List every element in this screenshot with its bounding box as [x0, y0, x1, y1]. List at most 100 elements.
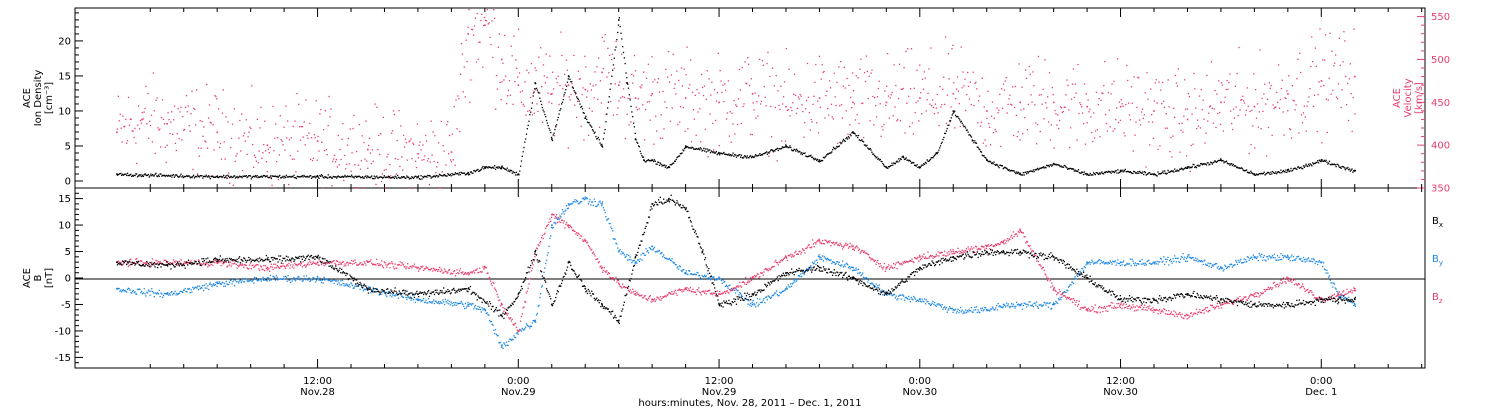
ion-density-point — [134, 174, 136, 177]
ion-density-point — [1042, 166, 1045, 168]
velocity-point — [857, 77, 859, 79]
by-point — [339, 284, 341, 286]
velocity-point — [968, 98, 971, 100]
bz-point — [122, 263, 124, 265]
ion-density-point — [254, 175, 257, 177]
bz-point — [163, 259, 165, 261]
by-point — [184, 287, 186, 290]
velocity-point — [374, 103, 376, 105]
ion-density-point — [877, 158, 879, 160]
by-point — [349, 286, 351, 288]
ion-density-point — [1300, 166, 1302, 168]
bz-point — [276, 265, 278, 267]
ion-density-point — [463, 172, 465, 174]
bz-point — [226, 266, 228, 268]
by-point — [1036, 301, 1038, 303]
by-point — [1343, 297, 1345, 300]
ion-density-point — [586, 118, 588, 121]
ion-density-point — [127, 174, 129, 177]
velocity-point — [1214, 89, 1216, 92]
velocity-point — [506, 95, 509, 97]
velocity-point — [558, 103, 560, 106]
ion-density-point — [394, 175, 396, 177]
velocity-point — [849, 124, 851, 126]
ion-density-point — [1106, 171, 1108, 173]
ion-density-point — [611, 69, 614, 71]
by-point — [1198, 259, 1200, 261]
by-point — [907, 298, 909, 300]
velocity-point — [741, 66, 743, 69]
bz-point — [262, 269, 264, 271]
bz-point — [134, 262, 136, 264]
velocity-point — [1211, 107, 1214, 110]
velocity-point — [295, 171, 297, 173]
velocity-point — [1129, 119, 1132, 121]
by-point — [1017, 303, 1019, 305]
ion-density-point — [1159, 172, 1161, 175]
ion-density-point — [762, 153, 764, 155]
velocity-point — [1353, 28, 1355, 30]
ion-density-point — [675, 158, 677, 161]
by-point — [1167, 256, 1169, 258]
velocity-point — [1193, 72, 1195, 75]
velocity-point — [605, 113, 607, 116]
velocity-point — [1152, 137, 1155, 139]
by-point — [1299, 258, 1301, 261]
ion-density-point — [1200, 163, 1202, 165]
ion-density-point — [1326, 161, 1328, 163]
ion-density-point — [120, 172, 122, 175]
velocity-point — [574, 104, 576, 106]
velocity-point — [926, 99, 928, 101]
ion-density-point — [601, 143, 603, 146]
by-point — [506, 344, 508, 346]
ion-density-point — [1352, 171, 1354, 173]
ion-density-point — [564, 92, 566, 94]
bz-point — [213, 262, 216, 264]
by-point — [435, 300, 437, 303]
ion-density-anchor — [1153, 173, 1155, 175]
velocity-point — [333, 158, 335, 160]
velocity-point — [467, 26, 469, 28]
bz-point — [350, 262, 352, 265]
bz-point — [156, 262, 159, 264]
bz-point — [143, 262, 145, 264]
ion-density-point — [168, 175, 170, 177]
ion-density-point — [260, 175, 262, 177]
velocity-point — [209, 121, 212, 123]
velocity-point — [1179, 151, 1181, 153]
velocity-point — [225, 116, 227, 118]
bz-point — [259, 269, 261, 272]
velocity-point — [575, 93, 577, 95]
velocity-point — [701, 73, 703, 76]
velocity-point — [1254, 147, 1256, 149]
velocity-point — [290, 137, 293, 139]
ion-density-point — [167, 174, 170, 176]
bz-point — [324, 262, 326, 264]
ion-density-point — [1074, 169, 1076, 171]
ion-density-point — [756, 155, 758, 157]
by-point — [295, 277, 298, 280]
velocity-point — [864, 80, 867, 83]
bz-point — [287, 265, 289, 267]
by-point — [1266, 256, 1268, 258]
ion-density-point — [366, 177, 368, 179]
ion-density-point — [222, 176, 224, 178]
velocity-point — [901, 88, 903, 90]
velocity-point — [1326, 131, 1329, 134]
ion-density-point — [258, 176, 260, 178]
ion-density-point — [469, 171, 472, 173]
velocity-point — [755, 117, 757, 119]
velocity-point — [1001, 107, 1004, 110]
velocity-point — [1280, 87, 1283, 90]
velocity-point — [319, 113, 321, 115]
ion-density-point — [280, 177, 283, 179]
by-point — [1209, 262, 1211, 265]
velocity-point — [202, 135, 204, 137]
velocity-point — [1325, 98, 1328, 100]
bz-point — [341, 261, 344, 263]
ion-density-point — [1092, 174, 1094, 176]
ion-density-point — [1158, 173, 1160, 175]
velocity-point — [389, 164, 391, 166]
by-point — [1041, 305, 1043, 307]
ion-density-point — [312, 176, 314, 178]
